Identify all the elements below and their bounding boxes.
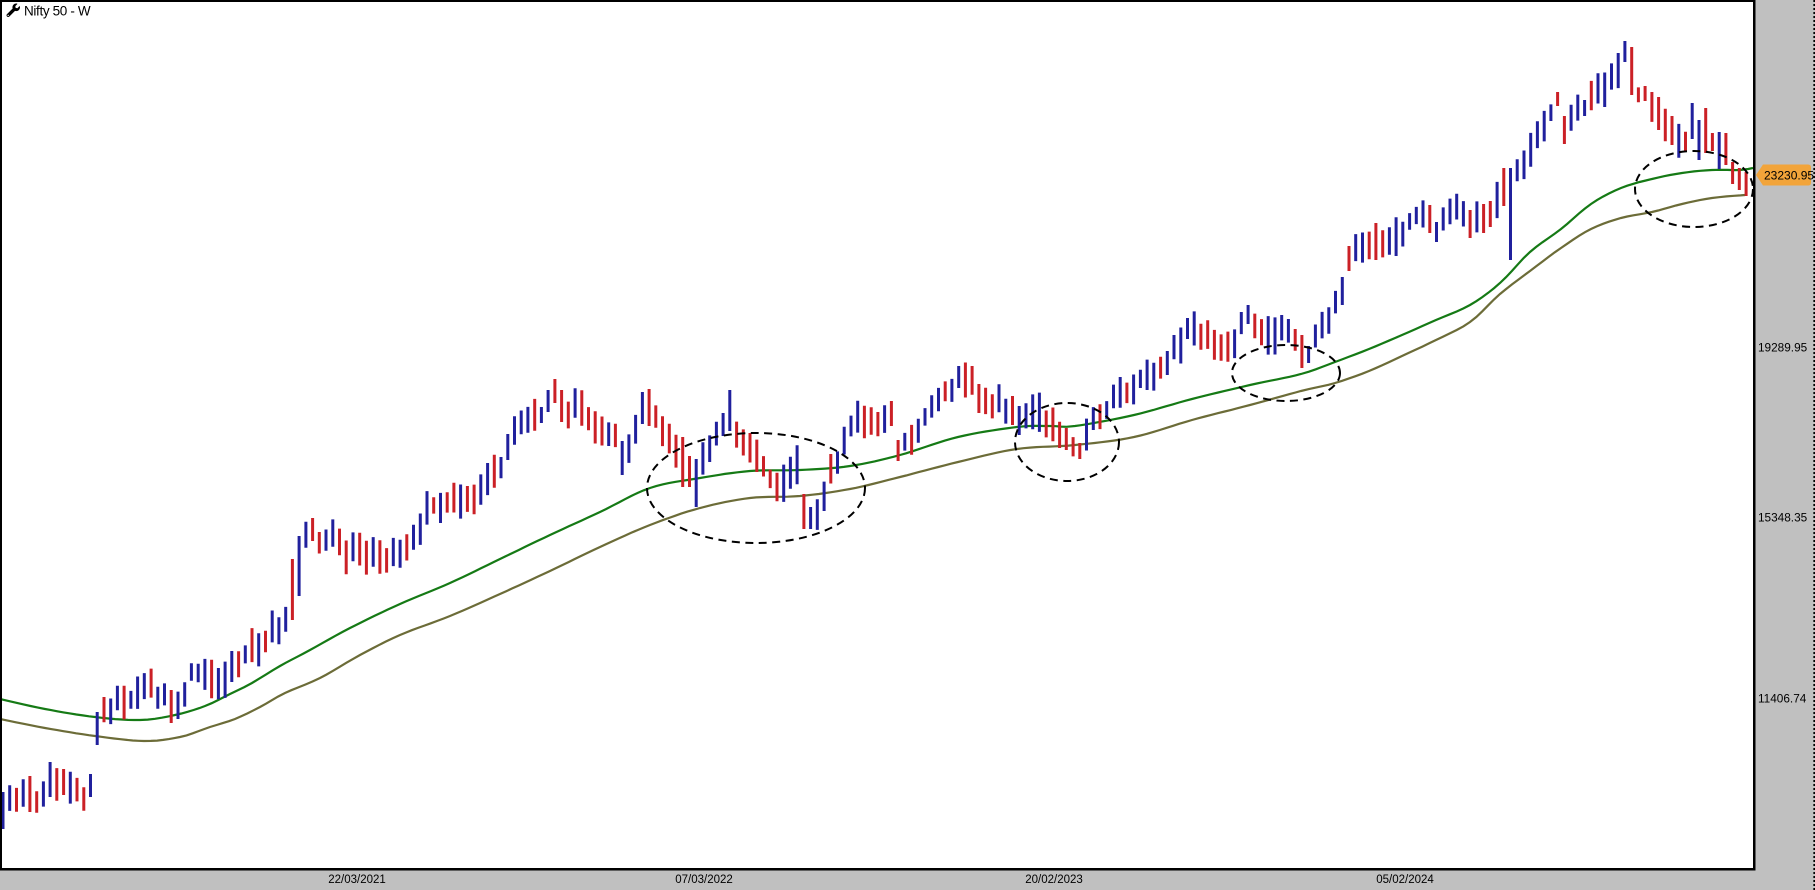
svg-text:11406.74: 11406.74 — [1758, 692, 1807, 706]
svg-text:20/02/2023: 20/02/2023 — [1025, 874, 1083, 886]
svg-text:23230.95: 23230.95 — [1764, 169, 1814, 183]
svg-text:19289.95: 19289.95 — [1758, 341, 1808, 355]
svg-text:15348.35: 15348.35 — [1758, 511, 1808, 525]
svg-text:07/03/2022: 07/03/2022 — [675, 874, 733, 886]
svg-text:05/02/2024: 05/02/2024 — [1376, 874, 1434, 886]
svg-text:Nifty 50 - W: Nifty 50 - W — [24, 4, 91, 19]
svg-text:22/03/2021: 22/03/2021 — [328, 874, 386, 886]
